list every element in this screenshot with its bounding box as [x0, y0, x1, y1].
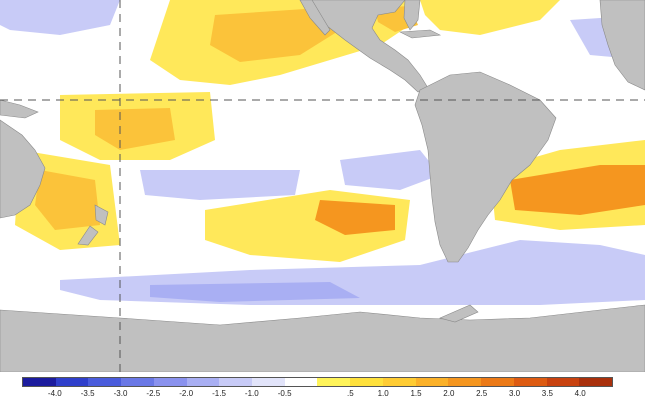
land-cuba — [398, 29, 442, 39]
cool-region-east-pacific — [340, 150, 440, 190]
legend-swatch — [579, 378, 612, 386]
land-north-america — [299, 0, 429, 93]
legend-ticks: -4.0 -3.5 -3.0 -2.5 -2.0 -1.5 -1.0 -0.5 .5 1.0 1.5… — [22, 389, 613, 400]
land-new-guinea — [0, 99, 39, 119]
legend-swatch — [219, 378, 253, 386]
legend-swatch — [415, 378, 449, 386]
legend-swatch — [317, 378, 351, 386]
land-masses — [0, 0, 645, 372]
land-antarctica — [0, 304, 645, 372]
warm-region-south-atlantic-core — [510, 165, 645, 215]
legend-tick-label: 2.0 — [443, 389, 455, 398]
legend-tick-label: -2.5 — [146, 389, 161, 398]
warm-region-north-pacific-core — [210, 8, 340, 62]
cool-region-southern-band-core — [150, 282, 360, 302]
land-australia — [0, 119, 46, 219]
legend-tick-label: 1.5 — [410, 389, 422, 398]
legend-swatch — [284, 378, 318, 386]
legend-tick-label: 1.0 — [377, 389, 389, 398]
warm-region-atlantic-north — [420, 0, 560, 35]
legend-tick-label: -1.5 — [212, 389, 226, 398]
legend-swatch — [382, 378, 416, 386]
legend-swatch — [121, 378, 154, 386]
land-new-zealand-south — [77, 225, 99, 246]
land-africa — [599, 0, 645, 91]
cool-region-central-pacific — [140, 170, 300, 200]
land-new-zealand-north — [94, 204, 109, 226]
legend-swatch — [186, 378, 220, 386]
map-gridlines — [0, 0, 645, 372]
legend-tick-label: -3.5 — [80, 389, 95, 398]
legend-tick-label: 3.0 — [508, 389, 521, 398]
legend-tick-label: -4.0 — [47, 389, 62, 398]
legend-tick-label: .5 — [346, 389, 354, 398]
legend-tick-label: -3.0 — [113, 389, 128, 398]
land-antarctic-peninsula — [439, 304, 479, 323]
legend-swatch — [88, 378, 122, 386]
map-canvas — [0, 0, 645, 372]
color-legend: -4.0 -3.5 -3.0 -2.5 -2.0 -1.5 -1.0 -0.5 .5 1.0 1.5… — [0, 372, 645, 400]
legend-swatch — [55, 378, 89, 386]
legend-swatch — [448, 378, 482, 386]
legend-swatch — [153, 378, 187, 386]
land-florida — [403, 0, 421, 31]
legend-swatch — [350, 378, 383, 386]
legend-swatch — [23, 378, 56, 386]
cool-region-northwest — [0, 0, 120, 35]
legend-swatch — [252, 378, 285, 386]
land-baja — [299, 0, 331, 36]
warm-region-australia-east-core — [35, 170, 100, 230]
legend-tick-label: -2.0 — [179, 389, 194, 398]
legend-tick-label: 2.5 — [476, 389, 488, 398]
legend-swatch — [513, 378, 547, 386]
warm-region-south-pacific-core — [315, 200, 395, 235]
legend-tick-label: -0.5 — [277, 389, 292, 398]
legend-swatch — [481, 378, 514, 386]
legend-tick-label: -1.0 — [244, 389, 259, 398]
legend-tick-label: 3.5 — [541, 389, 553, 398]
anomaly-map — [0, 0, 645, 372]
land-south-america — [414, 71, 557, 263]
legend-color-bar — [22, 377, 613, 387]
legend-tick-label: 4.0 — [574, 389, 586, 398]
warm-region-equatorial-west-core — [95, 108, 175, 150]
legend-swatch — [546, 378, 580, 386]
